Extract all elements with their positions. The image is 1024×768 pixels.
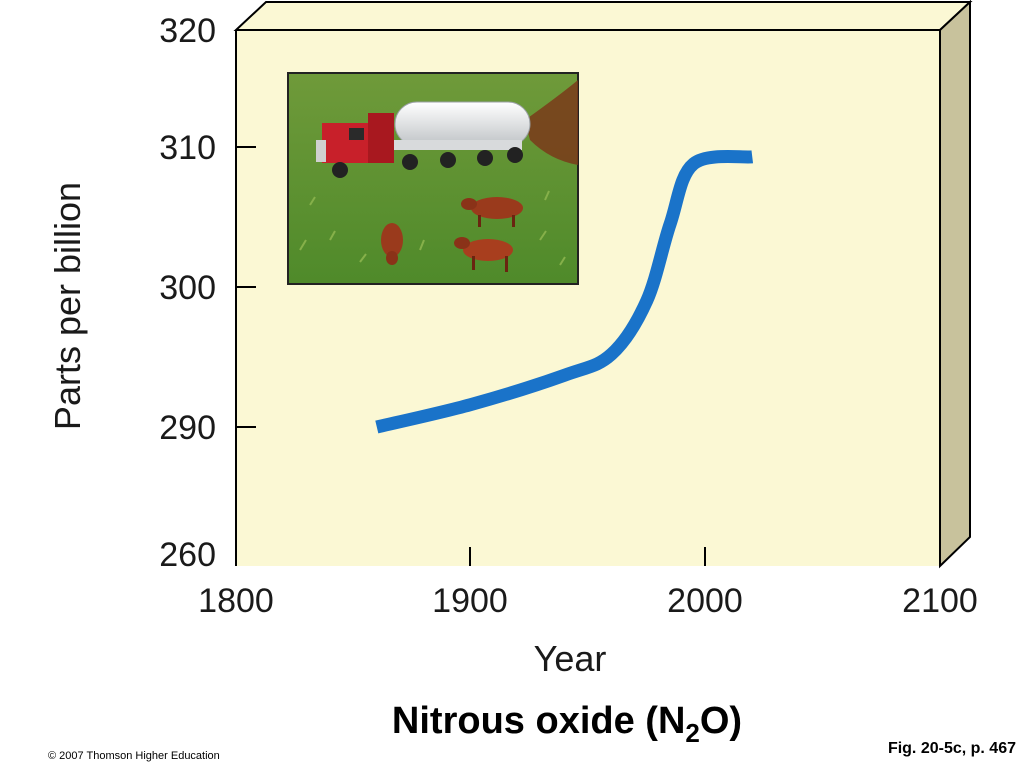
photo-cow-1 — [461, 197, 523, 227]
series-layer — [375, 150, 754, 434]
y-axis-title: Parts per billion — [47, 182, 88, 430]
chart-title-main: Nitrous oxide (N — [392, 700, 685, 742]
y-tick-label-290: 290 — [159, 409, 216, 447]
x-tick-label-2100: 2100 — [902, 582, 978, 620]
x-tick-labels: 1800 1900 2000 2100 — [198, 582, 978, 620]
y-tick-label-320: 320 — [159, 12, 216, 50]
y-tick-label-300: 300 — [159, 269, 216, 307]
photo-wheel-2 — [402, 154, 418, 170]
series-line-n2o — [375, 150, 754, 434]
x-axis-title: Year — [534, 638, 607, 679]
photo-cow-3 — [454, 237, 513, 272]
photo-cow-2 — [381, 223, 403, 265]
photo-truck-cab — [322, 123, 374, 163]
plot-box-side — [939, 0, 971, 569]
photo-trailer-bed — [392, 140, 522, 150]
photo-grass-texture — [299, 190, 566, 266]
y-ticks — [235, 29, 256, 566]
x-ticks — [469, 547, 706, 566]
plot-box-top — [233, 1, 973, 31]
farm-truck-cows-photo — [287, 72, 579, 285]
photo-truck-window — [349, 128, 364, 140]
figure-reference: Fig. 20-5c, p. 467 — [887, 740, 1016, 757]
x-tick-label-2000: 2000 — [667, 582, 743, 620]
photo-wheel-3 — [440, 152, 456, 168]
y-tick-labels: 260 290 300 310 320 — [159, 12, 216, 574]
photo-truck-grille — [316, 140, 326, 162]
photo-wheel-4 — [477, 150, 493, 166]
x-tick-label-1800: 1800 — [198, 582, 274, 620]
photo-wheel-5 — [507, 147, 523, 163]
photo-truck-sleeper — [368, 113, 394, 163]
chart-title: Nitrous oxide (N2O) — [392, 700, 742, 748]
x-tick-label-1900: 1900 — [432, 582, 508, 620]
chart-title-end: O) — [700, 700, 742, 742]
copyright-note: © 2007 Thomson Higher Education — [48, 750, 220, 762]
photo-tanker — [394, 101, 531, 147]
y-tick-label-260: 260 — [159, 536, 216, 574]
y-tick-label-310: 310 — [159, 129, 216, 167]
photo-manure-spray — [525, 80, 578, 165]
photo-wheel-1 — [332, 162, 348, 178]
chart-title-subscript: 2 — [685, 718, 699, 748]
